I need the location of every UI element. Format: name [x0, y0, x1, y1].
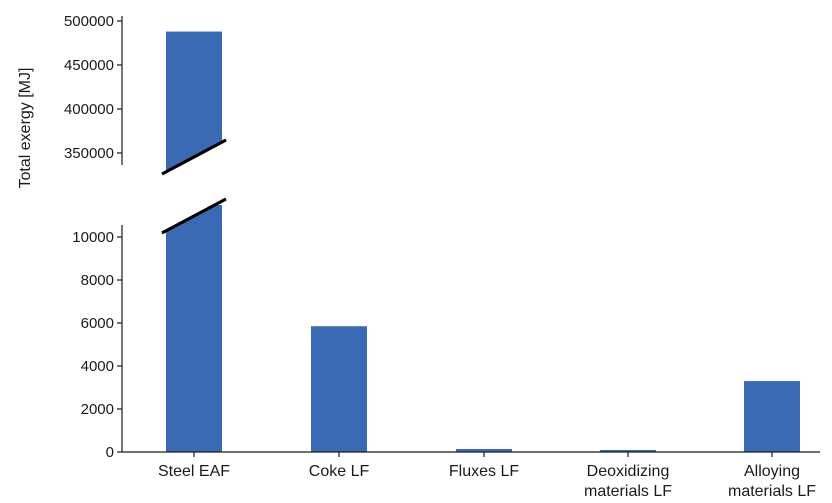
y-tick-label: 6000	[81, 315, 114, 332]
x-tick-label: Coke LF	[309, 463, 370, 480]
y-tick-label: 8000	[81, 272, 114, 289]
y-tick-label: 450000	[64, 57, 114, 74]
x-tick-label: Deoxidizing materials LF	[584, 463, 672, 500]
break-gap	[162, 140, 226, 233]
y-tick-label: 2000	[81, 401, 114, 418]
y-axis-title: Total exergy [MJ]	[17, 68, 34, 189]
bar	[600, 450, 656, 452]
bar	[744, 381, 800, 452]
bars	[161, 31, 800, 452]
x-tick-label: Fluxes LF	[449, 463, 519, 480]
y-tick-label: 0	[106, 444, 114, 461]
y-tick-label: 4000	[81, 358, 114, 375]
y-axis: 0 2000 4000 6000 8000 10000 350000 400000 450000…	[64, 13, 123, 461]
bar	[456, 448, 512, 452]
x-tick-label: Steel EAF	[158, 463, 230, 480]
y-tick-label: 500000	[64, 13, 114, 30]
x-tick-label: Alloying materials LF	[728, 463, 816, 500]
y-tick-label: 350000	[64, 145, 114, 162]
y-tick-label: 400000	[64, 101, 114, 118]
bar	[311, 326, 367, 452]
y-tick-label: 10000	[72, 229, 114, 246]
x-axis: Steel EAF Coke LF Fluxes LF Deoxidizing mate…	[122, 451, 820, 500]
break-mark-upper	[161, 138, 227, 176]
bar-lower-part	[166, 205, 222, 452]
break-mark-lower	[161, 197, 227, 235]
